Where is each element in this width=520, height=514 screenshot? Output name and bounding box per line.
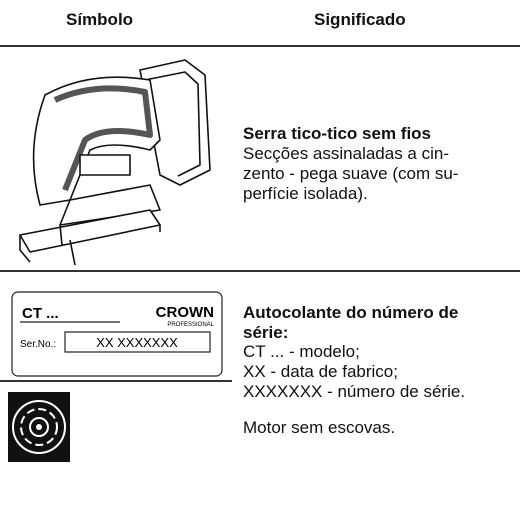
row2-title: Autocolante do número de: [243, 303, 459, 322]
motor-icon: [8, 392, 70, 462]
header-symbol: Símbolo: [66, 10, 134, 29]
label-serial: XX XXXXXXX: [96, 335, 178, 350]
row2-line: XX - data de fabrico;: [243, 362, 398, 381]
serial-label: CT ... CROWN PROFESSIONAL Ser.No.: XX XX…: [11, 291, 223, 377]
row-rule: [0, 270, 520, 272]
row2-line: CT ... - modelo;: [243, 342, 360, 361]
label-brand-sub: PROFESSIONAL: [167, 322, 214, 328]
row1-line: Secções assinaladas a cin-: [243, 144, 450, 163]
row1-line: zento - pega suave (com su-: [243, 164, 459, 183]
row2-title: série:: [243, 323, 289, 342]
row1-title: Serra tico-tico sem fios: [243, 124, 432, 143]
header-rule: [0, 45, 520, 47]
label-serial-label: Ser.No.:: [20, 339, 56, 350]
row3-line: Motor sem escovas.: [243, 418, 396, 437]
label-brand: CROWN: [156, 304, 214, 321]
row-rule: [0, 380, 232, 382]
header-meaning: Significado: [314, 10, 406, 29]
row2-line: XXXXXXX - número de série.: [243, 382, 466, 401]
label-model: CT ...: [22, 305, 59, 322]
row1-line: perfície isolada).: [243, 184, 368, 203]
jigsaw-icon: [19, 59, 211, 266]
